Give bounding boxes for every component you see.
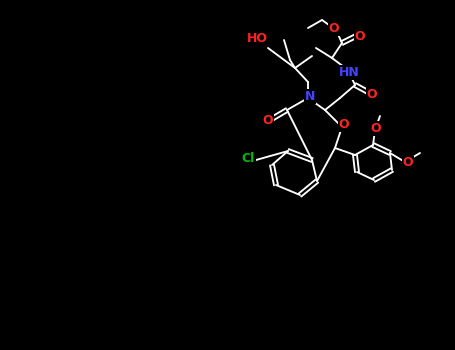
Text: O: O bbox=[263, 113, 273, 126]
Text: O: O bbox=[403, 156, 413, 169]
Text: Cl: Cl bbox=[241, 152, 255, 164]
Text: HN: HN bbox=[339, 65, 359, 78]
Text: HO: HO bbox=[247, 32, 268, 44]
Text: O: O bbox=[355, 29, 365, 42]
Text: O: O bbox=[371, 121, 381, 134]
Text: O: O bbox=[367, 88, 377, 100]
Text: O: O bbox=[339, 118, 349, 131]
Text: O: O bbox=[329, 21, 339, 35]
Text: N: N bbox=[305, 90, 315, 103]
